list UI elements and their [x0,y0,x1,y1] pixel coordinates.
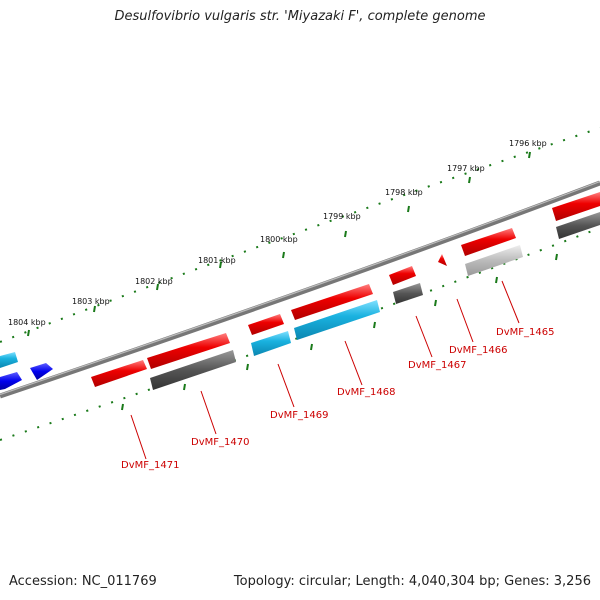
cds-cyan-edge[interactable] [0,352,18,368]
cds-cyan-1468[interactable] [294,300,380,340]
gene-dvmf-1468[interactable] [291,284,373,320]
gene-label[interactable]: DvMF_1465 [496,327,554,338]
reverse-genes [0,363,53,390]
accession-label: Accession: NC_011769 [9,574,157,589]
outer-major-ticks [27,151,531,337]
scale-labels: 1804 kbp 1803 kbp 1802 kbp 1801 kbp 1800… [8,139,547,327]
gene-dvmf-1466[interactable] [438,254,447,266]
genome-summary: Topology: circular; Length: 4,040,304 bp… [233,574,591,589]
cds-grey-1467[interactable] [393,283,423,304]
scale-label: 1797 kbp [447,164,485,173]
gene-label[interactable]: DvMF_1467 [408,360,466,371]
gene-label[interactable]: DvMF_1471 [121,460,179,471]
scale-label: 1804 kbp [8,318,46,327]
gene-reverse-1[interactable] [0,372,22,390]
gene-label[interactable]: DvMF_1469 [270,410,328,421]
gene-dvmf-1471[interactable] [91,360,147,387]
gene-dvmf-1469[interactable] [248,314,284,335]
genome-backbone-highlight [0,180,600,396]
gene-label[interactable]: DvMF_1470 [191,437,249,448]
genome-backbone [0,180,600,399]
scale-label: 1799 kbp [323,212,361,221]
cds-features [0,212,600,390]
cds-lightgrey-1465[interactable] [465,245,523,276]
gene-dvmf-1467[interactable] [389,266,416,285]
scale-label: 1802 kbp [135,277,173,286]
scale-label: 1800 kbp [260,235,298,244]
cds-cyan-1469[interactable] [251,331,291,356]
gene-label[interactable]: DvMF_1466 [449,345,507,356]
label-leaders [130,280,520,460]
scale-label: 1798 kbp [385,188,423,197]
gene-dvmf-1470[interactable] [147,333,230,369]
gene-label[interactable]: DvMF_1468 [337,387,395,398]
gene-forward-edge[interactable] [552,192,600,221]
gene-labels: DvMF_1471 DvMF_1470 DvMF_1469 DvMF_1468 … [121,327,554,471]
cds-grey-edge[interactable] [556,212,600,239]
gene-reverse-2[interactable] [30,363,53,380]
forward-genes [91,192,600,387]
scale-label: 1801 kbp [198,256,236,265]
scale-label: 1796 kbp [509,139,547,148]
map-title: Desulfovibrio vulgaris str. 'Miyazaki F'… [114,9,486,24]
gene-dvmf-1465[interactable] [461,228,516,256]
inner-major-ticks [121,253,558,411]
scale-label: 1803 kbp [72,297,110,306]
cds-grey-1470[interactable] [150,350,236,390]
outer-scale-ticks [0,127,600,343]
